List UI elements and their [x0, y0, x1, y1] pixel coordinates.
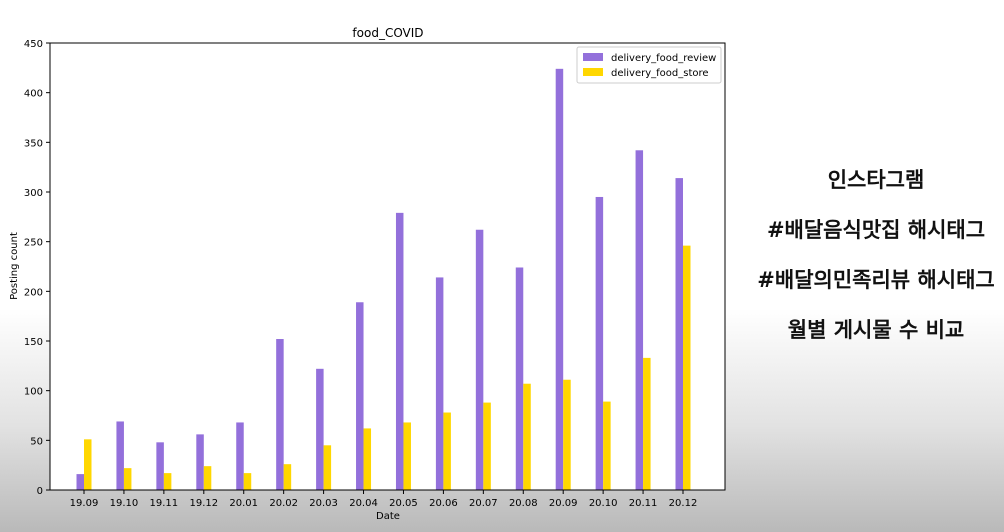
bar-delivery-food-review-20.01 — [236, 422, 244, 490]
x-axis-label: Date — [376, 511, 400, 522]
bar-delivery-food-store-20.11 — [643, 357, 651, 490]
bar-delivery-food-review-20.06 — [435, 277, 444, 490]
y-tick-label: 150 — [24, 337, 43, 348]
bar-delivery-food-store-19.10 — [123, 468, 132, 490]
x-tick-label: 20.02 — [269, 498, 298, 509]
x-tick-label: 20.03 — [309, 498, 338, 509]
plot-frame — [49, 42, 726, 491]
bar-delivery-food-store-20.03 — [323, 445, 332, 490]
bar-delivery-food-review-20.04 — [356, 302, 364, 490]
y-tick-label: 350 — [24, 138, 43, 149]
y-tick-label: 100 — [24, 387, 43, 398]
bar-delivery-food-store-19.09 — [84, 439, 92, 490]
bar-delivery-food-review-20.10 — [595, 196, 604, 490]
y-tick-label: 250 — [24, 238, 43, 249]
legend-label-review: delivery_food_review — [611, 53, 716, 64]
bar-delivery-food-store-20.02 — [283, 464, 292, 490]
chart-title: food_COVID — [352, 26, 423, 40]
bar-delivery-food-review-20.12 — [675, 178, 683, 491]
x-axis: 19.09 19.10 19.11 19.12 20.01 20.02 20.03 20.04… — [70, 490, 698, 509]
y-tick-label: 300 — [24, 188, 43, 199]
y-tick-label: 200 — [24, 287, 43, 298]
x-tick-label: 20.07 — [469, 498, 498, 509]
legend-swatch-store — [583, 68, 603, 76]
annotation-line-1: 인스타그램 — [827, 168, 925, 192]
bar-delivery-food-store-20.12 — [683, 245, 691, 490]
bar-delivery-food-review-20.08 — [515, 267, 524, 490]
legend-box — [576, 46, 722, 84]
y-axis-label: Posting count — [9, 232, 20, 300]
bar-delivery-food-review-19.09 — [76, 474, 84, 490]
bars — [76, 68, 691, 491]
bar-delivery-food-store-20.04 — [363, 428, 372, 490]
bar-delivery-food-review-19.12 — [196, 434, 204, 490]
x-tick-label: 19.11 — [150, 498, 179, 509]
x-tick-label: 20.11 — [629, 498, 658, 509]
x-tick-label: 20.01 — [229, 498, 258, 509]
chart: food_COVID 0 50 100 150 200 250 300 350 400 450 1… — [9, 26, 726, 522]
bar-delivery-food-review-20.09 — [555, 68, 564, 491]
x-tick-label: 19.10 — [110, 498, 139, 509]
bar-delivery-food-review-20.07 — [475, 229, 484, 490]
bar-delivery-food-store-19.11 — [163, 473, 172, 490]
x-tick-label: 20.08 — [509, 498, 538, 509]
bar-delivery-food-review-19.11 — [156, 442, 164, 490]
plot-area — [50, 43, 725, 490]
y-tick-label: 50 — [30, 436, 43, 447]
y-tick-label: 400 — [24, 89, 43, 100]
x-tick-label: 19.09 — [70, 498, 99, 509]
bar-delivery-food-review-20.05 — [395, 212, 404, 491]
bar-delivery-food-store-20.07 — [483, 402, 491, 490]
annotation-line-3: #배달의민족리뷰 해시태그 — [757, 268, 995, 292]
bar-delivery-food-store-20.01 — [243, 473, 252, 490]
annotation-panel: 인스타그램 #배달음식맛집 해시태그 #배달의민족리뷰 해시태그 월별 게시물 … — [748, 150, 1004, 350]
y-axis: 0 50 100 150 200 250 300 350 400 450 — [24, 39, 50, 497]
bar-delivery-food-store-20.09 — [563, 379, 571, 490]
bar-delivery-food-store-20.05 — [403, 422, 411, 490]
x-tick-label: 20.06 — [429, 498, 458, 509]
y-tick-label: 450 — [24, 39, 43, 50]
bar-delivery-food-review-20.02 — [276, 339, 284, 490]
legend: delivery_food_review delivery_food_store — [576, 46, 722, 84]
x-tick-label: 20.05 — [389, 498, 418, 509]
legend-swatch-review — [583, 53, 603, 61]
bar-delivery-food-review-19.10 — [116, 421, 124, 490]
bar-delivery-food-review-20.03 — [316, 368, 324, 490]
x-tick-label: 20.09 — [549, 498, 578, 509]
x-tick-label: 20.04 — [349, 498, 378, 509]
x-tick-label: 19.12 — [189, 498, 218, 509]
bar-delivery-food-store-20.10 — [603, 401, 611, 490]
bar-delivery-food-store-20.08 — [523, 383, 531, 490]
y-tick-label: 0 — [37, 486, 43, 497]
bar-delivery-food-store-20.06 — [443, 412, 451, 490]
bar-delivery-food-store-19.12 — [203, 466, 212, 490]
x-tick-label: 20.10 — [589, 498, 618, 509]
bar-delivery-food-review-20.11 — [635, 150, 644, 490]
x-tick-label: 20.12 — [669, 498, 698, 509]
annotation-line-4: 월별 게시물 수 비교 — [787, 318, 965, 342]
annotation-line-2: #배달음식맛집 해시태그 — [766, 218, 986, 242]
legend-label-store: delivery_food_store — [611, 68, 709, 79]
